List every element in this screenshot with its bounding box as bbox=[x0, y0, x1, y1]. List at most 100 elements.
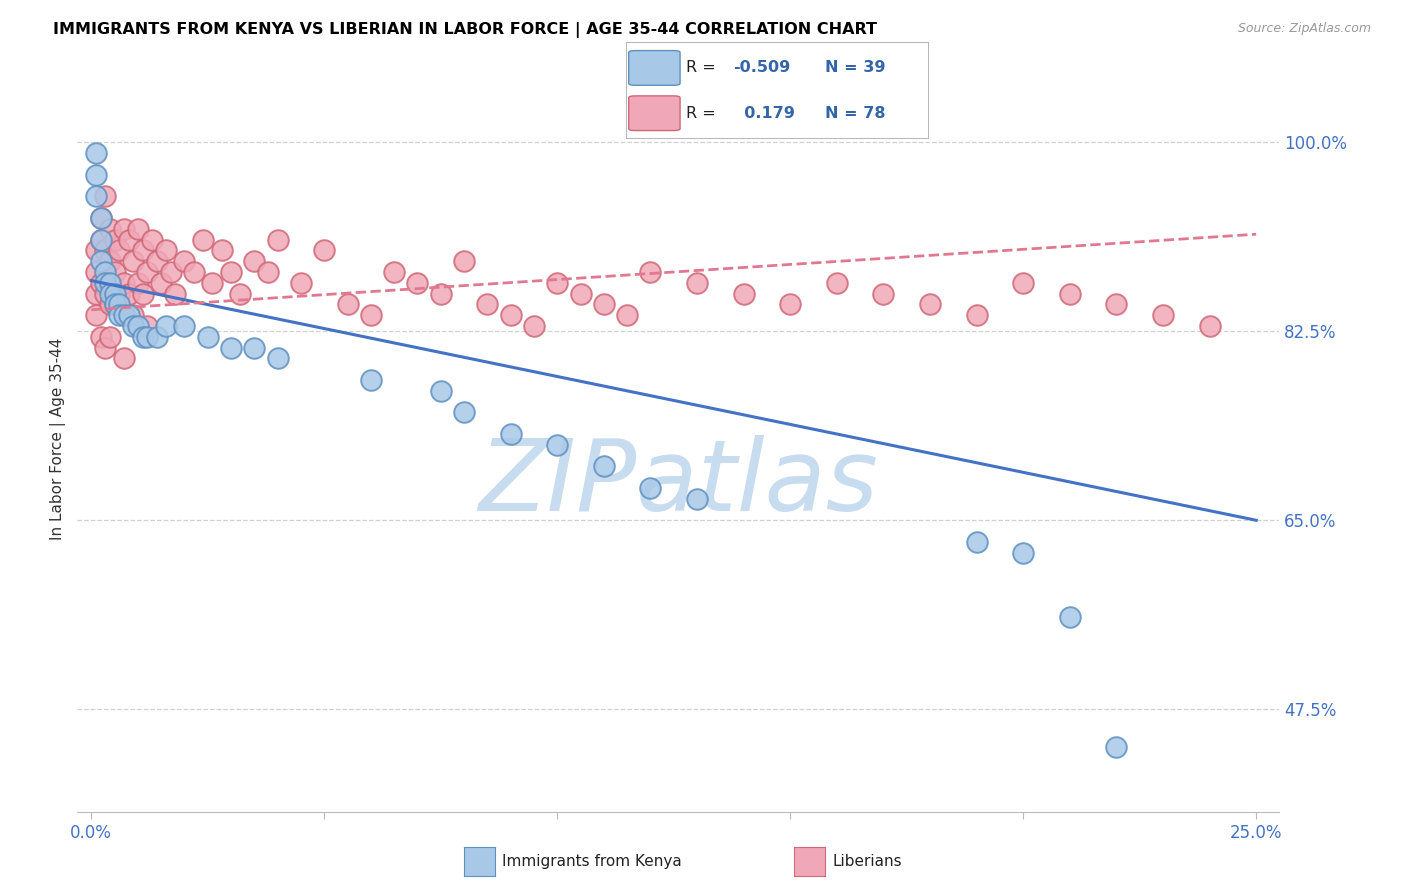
Point bbox=[872, 286, 894, 301]
Point bbox=[1198, 318, 1220, 333]
Point bbox=[94, 341, 117, 355]
Text: ZIPatlas: ZIPatlas bbox=[478, 435, 879, 533]
Point bbox=[141, 233, 163, 247]
Point bbox=[94, 276, 117, 290]
Point bbox=[640, 265, 662, 279]
Point bbox=[267, 233, 290, 247]
Text: IMMIGRANTS FROM KENYA VS LIBERIAN IN LABOR FORCE | AGE 35-44 CORRELATION CHART: IMMIGRANTS FROM KENYA VS LIBERIAN IN LAB… bbox=[53, 22, 877, 38]
Point bbox=[523, 318, 546, 333]
Point bbox=[546, 276, 568, 290]
Point bbox=[127, 276, 149, 290]
Point bbox=[84, 244, 107, 258]
Point bbox=[592, 459, 614, 474]
Point bbox=[94, 244, 117, 258]
Point bbox=[84, 286, 107, 301]
Point bbox=[173, 254, 195, 268]
Text: R =: R = bbox=[686, 61, 721, 76]
Point bbox=[183, 265, 205, 279]
Point bbox=[108, 244, 131, 258]
Point bbox=[122, 308, 145, 322]
Point bbox=[191, 233, 214, 247]
Point bbox=[136, 330, 159, 344]
Point bbox=[499, 426, 522, 441]
Point bbox=[243, 254, 266, 268]
Point bbox=[1012, 546, 1035, 560]
Point bbox=[1059, 610, 1081, 624]
Point bbox=[477, 297, 499, 311]
Point bbox=[453, 405, 475, 419]
Text: Source: ZipAtlas.com: Source: ZipAtlas.com bbox=[1237, 22, 1371, 36]
Text: N = 78: N = 78 bbox=[825, 106, 886, 120]
Point bbox=[122, 254, 145, 268]
Point bbox=[336, 297, 359, 311]
Point bbox=[569, 286, 592, 301]
FancyBboxPatch shape bbox=[628, 95, 681, 130]
Point bbox=[229, 286, 252, 301]
Point bbox=[201, 276, 224, 290]
Point bbox=[84, 189, 107, 203]
Point bbox=[117, 308, 139, 322]
Point bbox=[94, 286, 117, 301]
Point bbox=[90, 276, 112, 290]
Point bbox=[165, 286, 187, 301]
Point bbox=[84, 265, 107, 279]
Point bbox=[90, 211, 112, 225]
Point bbox=[90, 254, 112, 268]
Point bbox=[918, 297, 941, 311]
Point bbox=[1012, 276, 1035, 290]
Point bbox=[499, 308, 522, 322]
Point bbox=[108, 297, 131, 311]
Point bbox=[136, 318, 159, 333]
Point bbox=[145, 254, 167, 268]
Point bbox=[104, 233, 127, 247]
Point bbox=[1105, 739, 1128, 754]
Text: Liberians: Liberians bbox=[832, 855, 903, 869]
Text: 0.179: 0.179 bbox=[733, 106, 794, 120]
Point bbox=[219, 341, 242, 355]
Point bbox=[104, 286, 127, 301]
Point bbox=[136, 265, 159, 279]
Point bbox=[127, 222, 149, 236]
Point bbox=[966, 534, 988, 549]
Point bbox=[155, 244, 177, 258]
Point bbox=[108, 286, 131, 301]
Point bbox=[98, 254, 121, 268]
Point bbox=[966, 308, 988, 322]
Point bbox=[211, 244, 233, 258]
Point bbox=[98, 286, 121, 301]
Point bbox=[382, 265, 405, 279]
Point bbox=[94, 189, 117, 203]
Point bbox=[104, 265, 127, 279]
Point bbox=[84, 168, 107, 182]
Point bbox=[257, 265, 280, 279]
Point bbox=[112, 276, 135, 290]
Y-axis label: In Labor Force | Age 35-44: In Labor Force | Age 35-44 bbox=[51, 338, 66, 541]
Point bbox=[127, 318, 149, 333]
Point bbox=[84, 146, 107, 161]
Point bbox=[84, 308, 107, 322]
Point bbox=[360, 373, 382, 387]
Point bbox=[197, 330, 219, 344]
Point bbox=[131, 330, 153, 344]
Point bbox=[112, 308, 135, 322]
Point bbox=[159, 265, 181, 279]
Point bbox=[640, 481, 662, 495]
Text: R =: R = bbox=[686, 106, 721, 120]
Point bbox=[1105, 297, 1128, 311]
Point bbox=[131, 244, 153, 258]
Point bbox=[150, 276, 173, 290]
Point bbox=[108, 308, 131, 322]
Point bbox=[733, 286, 755, 301]
Point bbox=[314, 244, 336, 258]
Point bbox=[112, 351, 135, 366]
FancyBboxPatch shape bbox=[628, 51, 681, 86]
Point bbox=[592, 297, 614, 311]
Text: N = 39: N = 39 bbox=[825, 61, 886, 76]
Point bbox=[686, 491, 709, 506]
Point bbox=[546, 438, 568, 452]
Point bbox=[406, 276, 429, 290]
Point bbox=[429, 286, 451, 301]
Text: Immigrants from Kenya: Immigrants from Kenya bbox=[502, 855, 682, 869]
Point bbox=[219, 265, 242, 279]
Point bbox=[98, 297, 121, 311]
